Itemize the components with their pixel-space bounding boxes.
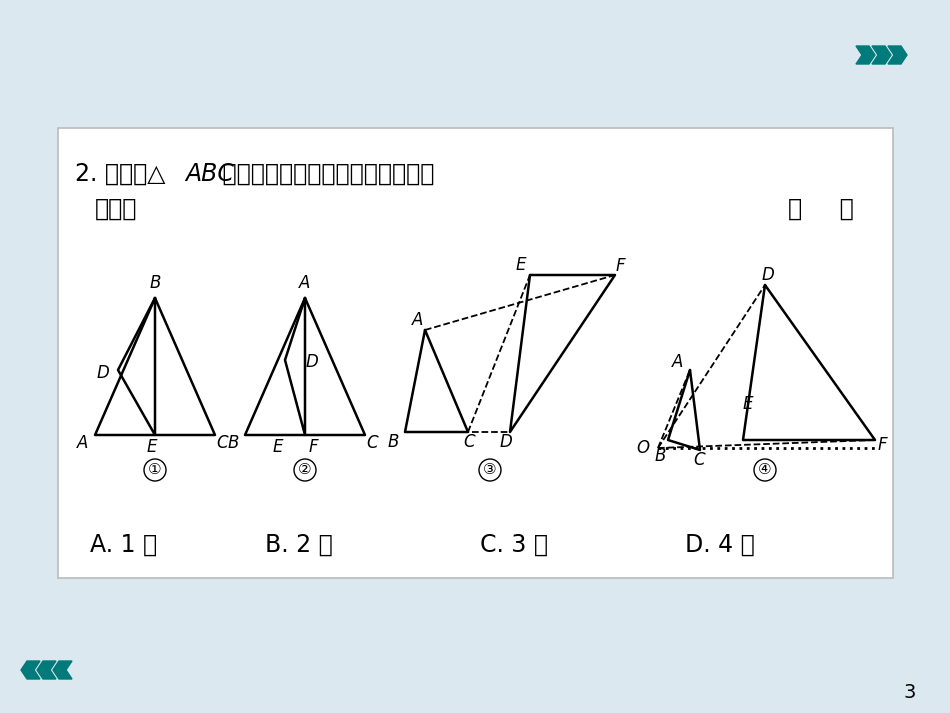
- Text: D. 4 个: D. 4 个: [685, 533, 754, 557]
- Text: E: E: [273, 438, 283, 456]
- Text: F: F: [616, 257, 625, 275]
- Text: B. 2 个: B. 2 个: [265, 533, 332, 557]
- Text: A: A: [77, 434, 88, 452]
- Polygon shape: [37, 661, 56, 679]
- Text: F: F: [877, 436, 886, 454]
- Text: A: A: [673, 353, 684, 371]
- Text: ①: ①: [148, 463, 162, 478]
- Text: 2. 下列是△: 2. 下列是△: [75, 162, 165, 186]
- FancyBboxPatch shape: [58, 128, 893, 578]
- Text: A: A: [299, 274, 311, 292]
- Text: ③: ③: [484, 463, 497, 478]
- Text: D: D: [762, 266, 774, 284]
- Polygon shape: [872, 46, 891, 64]
- Text: C: C: [366, 434, 378, 452]
- Text: C: C: [694, 451, 705, 469]
- Text: B: B: [388, 433, 399, 451]
- Text: B: B: [149, 274, 161, 292]
- Text: C: C: [464, 433, 475, 451]
- Text: D: D: [97, 364, 109, 382]
- Text: 3: 3: [903, 682, 916, 702]
- Polygon shape: [53, 661, 72, 679]
- Text: E: E: [743, 395, 753, 413]
- Text: （     ）: （ ）: [788, 197, 854, 221]
- Text: 位似图形的几种画法，其中正确的: 位似图形的几种画法，其中正确的: [215, 162, 434, 186]
- Text: ②: ②: [298, 463, 312, 478]
- Text: A. 1 个: A. 1 个: [90, 533, 157, 557]
- Text: O: O: [636, 439, 650, 457]
- Text: 个数有: 个数有: [95, 197, 138, 221]
- Polygon shape: [856, 46, 875, 64]
- Text: A: A: [412, 311, 424, 329]
- Text: C. 3 个: C. 3 个: [480, 533, 548, 557]
- Text: F: F: [308, 438, 318, 456]
- Text: C: C: [217, 434, 228, 452]
- Polygon shape: [21, 661, 40, 679]
- Text: ABC: ABC: [185, 162, 234, 186]
- Text: E: E: [146, 438, 158, 456]
- Polygon shape: [888, 46, 907, 64]
- Text: E: E: [516, 256, 526, 274]
- Text: B: B: [655, 447, 666, 465]
- Text: B: B: [227, 434, 238, 452]
- Text: ④: ④: [758, 463, 771, 478]
- Text: D: D: [306, 353, 318, 371]
- Text: D: D: [500, 433, 512, 451]
